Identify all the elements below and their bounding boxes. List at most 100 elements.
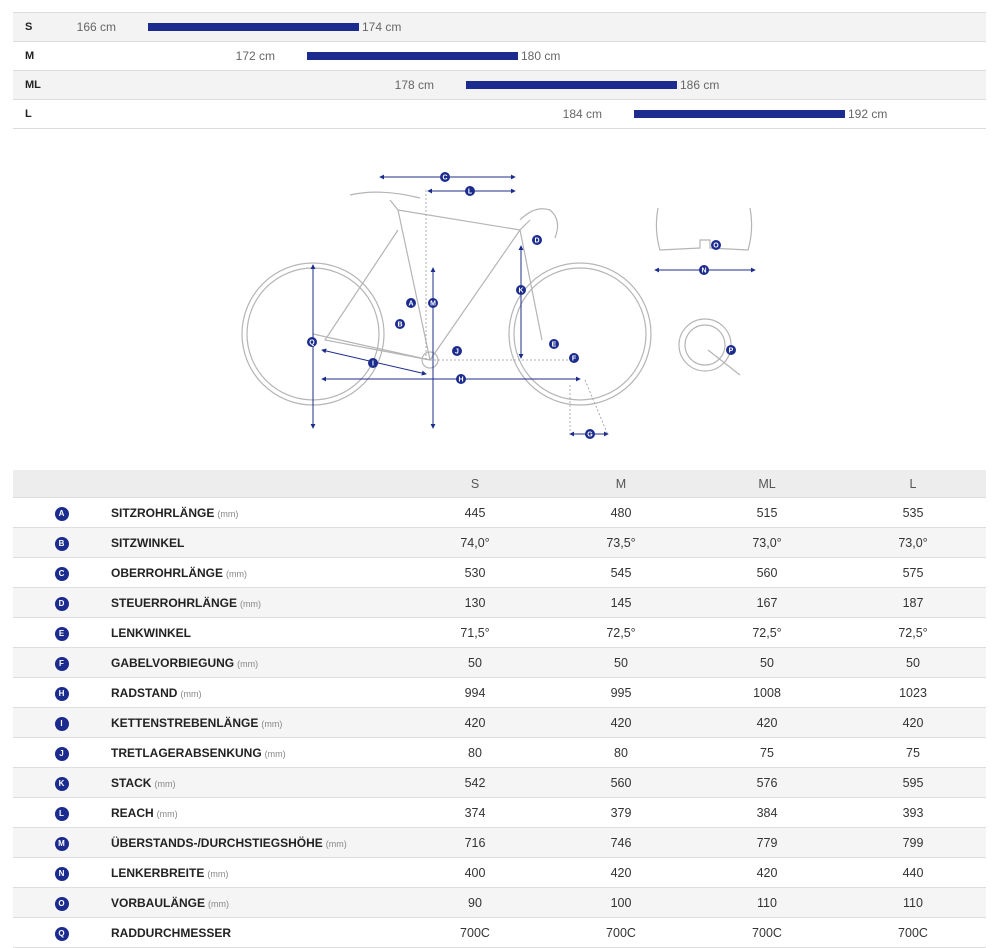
parameter-unit: (mm): [325, 838, 347, 849]
table-cell: 994: [402, 677, 548, 708]
parameter-name: SITZWINKEL: [111, 535, 185, 550]
dimension-letter-badge: L: [54, 806, 69, 821]
table-row: K STACK (mm) 542 560 576 595: [13, 767, 986, 798]
dimension-letter-badge: A: [54, 506, 69, 521]
column-header: L: [840, 470, 986, 498]
table-cell: 145: [548, 587, 694, 618]
parameter-name: LENKERBREITE: [111, 865, 205, 880]
parameter-name: STEUERROHRLÄNGE: [111, 595, 238, 610]
dimension-letter-badge: E: [54, 626, 69, 641]
height-max: 180 cm: [521, 49, 561, 63]
table-cell: 130: [402, 587, 548, 618]
table-cell: 50: [840, 647, 986, 678]
dimension-letter-badge: I: [54, 716, 69, 731]
table-row: J TRETLAGERABSENKUNG (mm) 80 80 75 75: [13, 737, 986, 768]
parameter-name: RADDURCHMESSER: [111, 925, 232, 940]
height-range-bar: [307, 52, 518, 60]
size-label: S: [25, 21, 33, 33]
height-range-bar: [634, 110, 845, 118]
column-header: S: [402, 470, 548, 498]
table-cell: 799: [840, 827, 986, 858]
parameter-name: SITZROHRLÄNGE: [111, 505, 215, 520]
table-cell: 80: [402, 737, 548, 768]
dimension-letter-badge: Q: [54, 926, 69, 941]
dimension-letter-badge: B: [54, 536, 69, 551]
dimension-letter-badge: H: [54, 686, 69, 701]
table-cell: 167: [694, 587, 840, 618]
table-cell: 110: [694, 887, 840, 918]
svg-text:J: J: [455, 349, 459, 356]
table-cell: 560: [694, 557, 840, 588]
column-header: ML: [694, 470, 840, 498]
parameter-unit: (mm): [154, 778, 176, 789]
svg-text:K: K: [518, 288, 523, 295]
table-row: N LENKERBREITE (mm) 400 420 420 440: [13, 857, 986, 888]
size-range-row: S 166 cm 174 cm: [13, 12, 986, 41]
geometry-table: S M ML L A SITZROHRLÄNGE (mm) 445 480 515 535 B…: [13, 470, 986, 948]
parameter-unit: (mm): [237, 658, 259, 669]
parameter-unit: (mm): [240, 598, 262, 609]
table-row: H RADSTAND (mm) 994 995 1008 1023: [13, 677, 986, 708]
table-cell: 480: [548, 497, 694, 528]
table-cell: 384: [694, 797, 840, 828]
parameter-unit: (mm): [264, 748, 286, 759]
table-row: C OBERROHRLÄNGE (mm) 530 545 560 575: [13, 557, 986, 588]
svg-text:D: D: [534, 238, 539, 245]
parameter-unit: (mm): [261, 718, 283, 729]
table-cell: 393: [840, 797, 986, 828]
parameter-name: TRETLAGERABSENKUNG: [111, 745, 262, 760]
dimension-letter-badge: O: [54, 896, 69, 911]
size-range-chart: S 166 cm 174 cm M 172 cm 180 cm ML 178 c…: [13, 12, 986, 129]
parameter-unit: (mm): [207, 868, 229, 879]
svg-text:F: F: [572, 356, 577, 363]
table-cell: 75: [694, 737, 840, 768]
table-cell: 420: [694, 857, 840, 888]
table-cell: 535: [840, 497, 986, 528]
table-cell: 420: [840, 707, 986, 738]
table-cell: 50: [402, 647, 548, 678]
bike-outline: [241, 191, 652, 406]
table-cell: 74,0°: [402, 527, 548, 558]
table-cell: 1023: [840, 677, 986, 708]
table-cell: 420: [402, 707, 548, 738]
table-cell: 700C: [694, 917, 840, 948]
table-cell: 80: [548, 737, 694, 768]
table-cell: 420: [548, 857, 694, 888]
parameter-name: RADSTAND: [111, 685, 178, 700]
table-row: L REACH (mm) 374 379 384 393: [13, 797, 986, 828]
table-cell: 779: [694, 827, 840, 858]
svg-text:E: E: [552, 342, 557, 349]
size-range-row: L 184 cm 192 cm: [13, 99, 986, 129]
svg-text:H: H: [458, 377, 463, 384]
table-row: D STEUERROHRLÄNGE (mm) 130 145 167 187: [13, 587, 986, 618]
height-min: 178 cm: [394, 78, 434, 92]
svg-text:G: G: [587, 432, 593, 439]
svg-text:N: N: [701, 268, 706, 275]
table-row: O VORBAULÄNGE (mm) 90 100 110 110: [13, 887, 986, 918]
handlebar-detail: [655, 207, 753, 251]
table-cell: 73,0°: [694, 527, 840, 558]
table-cell: 1008: [694, 677, 840, 708]
table-row: Q RADDURCHMESSER 700C 700C 700C 700C: [13, 917, 986, 948]
table-cell: 700C: [402, 917, 548, 948]
height-range-bar: [466, 81, 677, 89]
height-min: 166 cm: [76, 20, 116, 34]
height-max: 192 cm: [848, 107, 888, 121]
table-cell: 576: [694, 767, 840, 798]
table-cell: 515: [694, 497, 840, 528]
parameter-name: LENKWINKEL: [111, 625, 191, 640]
table-cell: 995: [548, 677, 694, 708]
table-row: F GABELVORBIEGUNG (mm) 50 50 50 50: [13, 647, 986, 678]
height-max: 174 cm: [362, 20, 402, 34]
dimension-letter-badge: N: [54, 866, 69, 881]
dimension-letter-badge: C: [54, 566, 69, 581]
parameter-name: KETTENSTREBENLÄNGE: [111, 715, 259, 730]
table-row: I KETTENSTREBENLÄNGE (mm) 420 420 420 420: [13, 707, 986, 738]
table-cell: 420: [548, 707, 694, 738]
dimension-lines: [310, 174, 756, 437]
table-cell: 50: [694, 647, 840, 678]
table-cell: 530: [402, 557, 548, 588]
table-cell: 73,5°: [548, 527, 694, 558]
height-min: 172 cm: [235, 49, 275, 63]
table-cell: 420: [694, 707, 840, 738]
